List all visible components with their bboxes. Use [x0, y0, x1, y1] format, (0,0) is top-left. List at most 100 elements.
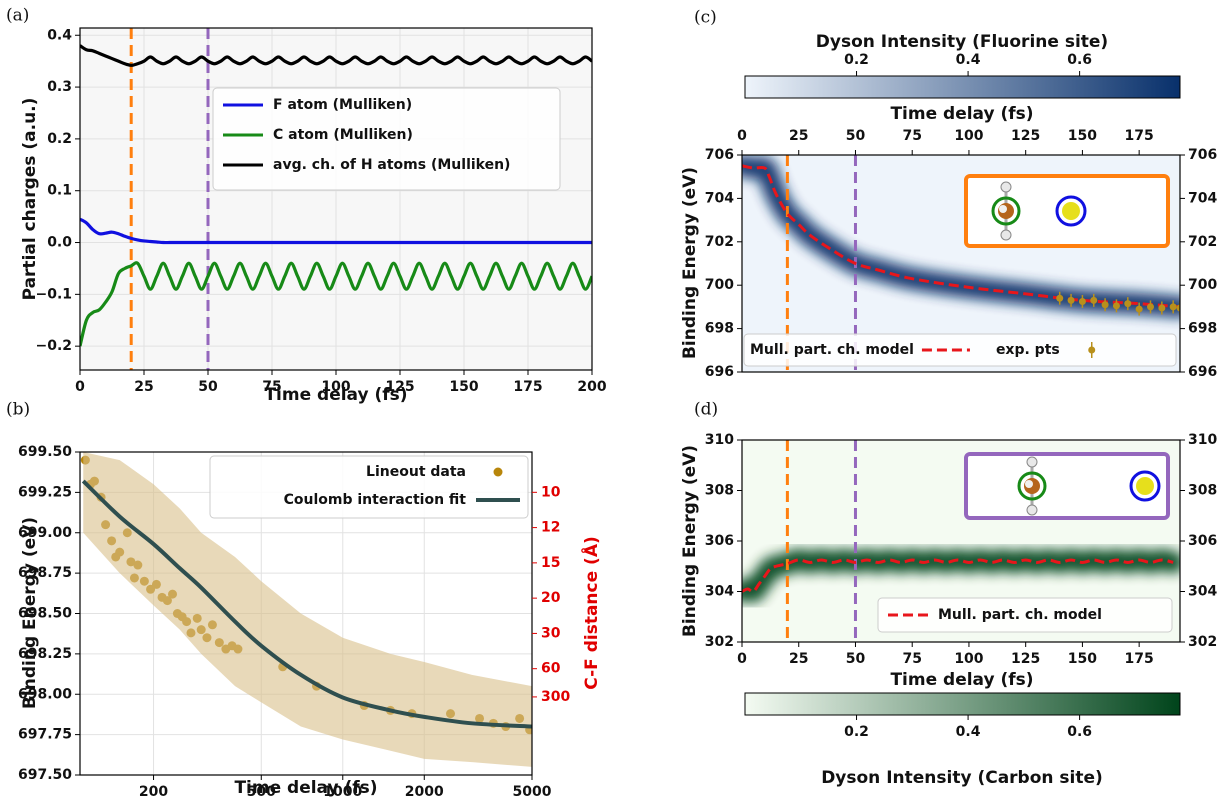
y-tick-label: 302: [705, 634, 734, 650]
colorbar-tick-label: 0.6: [1067, 724, 1092, 740]
x-tick-label: 25: [134, 379, 153, 395]
y-tick-label: 310: [1188, 432, 1217, 448]
x-tick-label: 200: [577, 379, 606, 395]
y-tick-label: 704: [705, 190, 734, 206]
y-axis-label: Binding Energy (eV): [680, 167, 700, 359]
legend-symbol: [1088, 346, 1096, 354]
colorbar-tick-label: 0.6: [1067, 52, 1092, 68]
y-tick-label: 306: [705, 533, 734, 549]
legend-label: Mull. part. ch. model: [938, 607, 1102, 623]
data-point: [1056, 294, 1064, 302]
x-tick-label: 50: [198, 379, 218, 395]
y-tick-label: 697.50: [18, 767, 72, 783]
x-tick-label: 100: [321, 379, 350, 395]
y-tick-label: 304: [705, 584, 734, 600]
legend-label: Lineout data: [366, 464, 466, 480]
x-tick-label: 50: [846, 128, 866, 144]
x-tick-label: 75: [902, 128, 921, 144]
panel-label: (d): [694, 400, 718, 420]
plot-frame: [741, 154, 1181, 373]
data-point: [1135, 305, 1143, 313]
data-point: [1124, 300, 1132, 308]
confidence-band: [83, 452, 532, 767]
y-tick-label: 0.0: [47, 235, 72, 251]
legend-box: [877, 597, 1173, 633]
inset-icon: [1129, 470, 1161, 502]
inset-icon: [991, 196, 1021, 226]
x-tick-label: 50: [846, 651, 866, 667]
x-tick-label: 100: [954, 651, 983, 667]
legend-box: [209, 455, 529, 519]
x-tick-label: 25: [789, 651, 808, 667]
y-tick-label: 696: [705, 364, 734, 380]
x-tick-label: 175: [513, 379, 542, 395]
y-tick-label: 704: [1188, 190, 1217, 206]
y-tick-label: 700: [705, 277, 734, 293]
y-tick-label: 699.25: [18, 484, 72, 500]
colorbar-tick-label: 0.4: [956, 724, 981, 740]
panel-label: (b): [6, 400, 30, 420]
y-tick-label: 702: [1188, 234, 1217, 250]
x-tick-label: 125: [1011, 128, 1040, 144]
y-tick-label: 698.00: [18, 686, 72, 702]
y-tick-label: −0.2: [35, 338, 72, 354]
x-tick-label: 100: [954, 128, 983, 144]
data-point: [1169, 303, 1177, 311]
y-tick-label: 699.00: [18, 525, 72, 541]
inset-icon: [999, 205, 1007, 213]
data-point: [1176, 304, 1180, 312]
plot-area: [742, 440, 1180, 642]
inset-icon: [1136, 477, 1154, 495]
colorbar-tick-label: 0.4: [956, 52, 981, 68]
colorbar-tick-label: 0.2: [844, 52, 869, 68]
x-tick-label: 500: [247, 784, 276, 800]
panel-label: (a): [6, 6, 29, 26]
data-point: [1101, 301, 1109, 309]
inset-icon: [1000, 181, 1012, 193]
model-line: [742, 558, 1174, 594]
data-point: [1067, 296, 1075, 304]
x-tick-label: 125: [1011, 651, 1040, 667]
colorbar-label: Dyson Intensity (Carbon site): [821, 768, 1103, 788]
colorbar-tick-label: 0.2: [844, 724, 869, 740]
y-tick-label: 706: [705, 147, 734, 163]
y2-tick-label: 60: [541, 661, 561, 677]
y2-tick-label: 30: [541, 625, 561, 641]
x-tick-label: 175: [1125, 128, 1154, 144]
y2-tick-label: 15: [541, 555, 560, 571]
y2-axis-label: C-F distance (Å): [579, 536, 602, 690]
y-tick-label: 698.75: [18, 565, 72, 581]
x-tick-label: 5000: [513, 784, 552, 800]
y-tick-label: 304: [1188, 584, 1217, 600]
y-tick-label: 706: [1188, 147, 1217, 163]
y-tick-label: 700: [1188, 277, 1217, 293]
y-tick-label: 696: [1188, 364, 1217, 380]
x-tick-label: 25: [789, 128, 808, 144]
inset-icon: [1025, 480, 1033, 488]
y-tick-label: 308: [1188, 483, 1217, 499]
y-tick-label: 0.3: [47, 79, 72, 95]
y-tick-label: 306: [1188, 533, 1217, 549]
y-tick-label: 699.50: [18, 444, 72, 460]
x-tick-label: 150: [1068, 128, 1097, 144]
model-line: [742, 164, 1180, 309]
legend-box: [212, 87, 561, 191]
series-line: [81, 479, 532, 729]
y2-tick-label: 20: [541, 590, 561, 606]
y-axis-label: Binding Energy (eV): [20, 517, 40, 709]
legend-label: avg. ch. of H atoms (Mulliken): [273, 157, 510, 173]
data-point: [1090, 296, 1098, 304]
x-tick-label: 0: [737, 128, 747, 144]
x-axis-label: Time delay (fs): [890, 670, 1033, 690]
y-tick-label: −0.1: [35, 286, 72, 302]
x-tick-label: 200: [139, 784, 168, 800]
legend-label: F atom (Mulliken): [273, 97, 412, 113]
colorbar: [744, 75, 1181, 99]
colorbar-label: Dyson Intensity (Fluorine site): [816, 32, 1108, 52]
x-tick-label: 150: [449, 379, 478, 395]
y2-tick-label: 300: [541, 689, 570, 705]
inset-icon: [1017, 471, 1047, 501]
inset-icon: [1055, 195, 1087, 227]
y-tick-label: 0.4: [47, 27, 72, 43]
